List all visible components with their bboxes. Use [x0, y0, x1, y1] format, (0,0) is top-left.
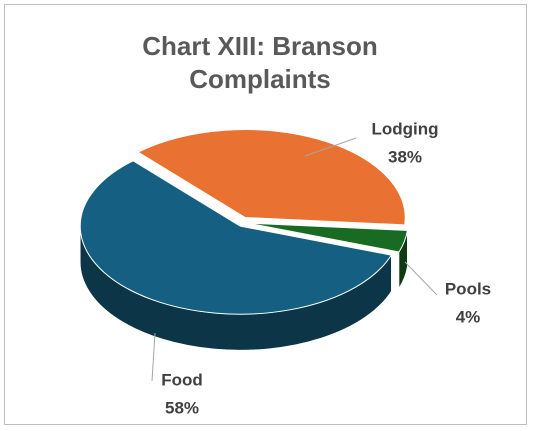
- chart-title: Chart XIII: Branson Complaints: [142, 31, 378, 94]
- slice: [247, 222, 408, 253]
- slice: [79, 160, 393, 315]
- value-label: 58%: [165, 398, 199, 417]
- category-label: Lodging: [371, 119, 438, 138]
- category-label: Food: [161, 370, 203, 389]
- value-label: 4%: [456, 307, 481, 326]
- leader-line: [304, 137, 357, 157]
- value-label: 38%: [388, 147, 422, 166]
- category-label: Pools: [445, 279, 491, 298]
- leader-line: [404, 261, 438, 296]
- leader-line: [151, 332, 156, 382]
- slice: [137, 129, 406, 226]
- chart-frame: [4, 4, 527, 425]
